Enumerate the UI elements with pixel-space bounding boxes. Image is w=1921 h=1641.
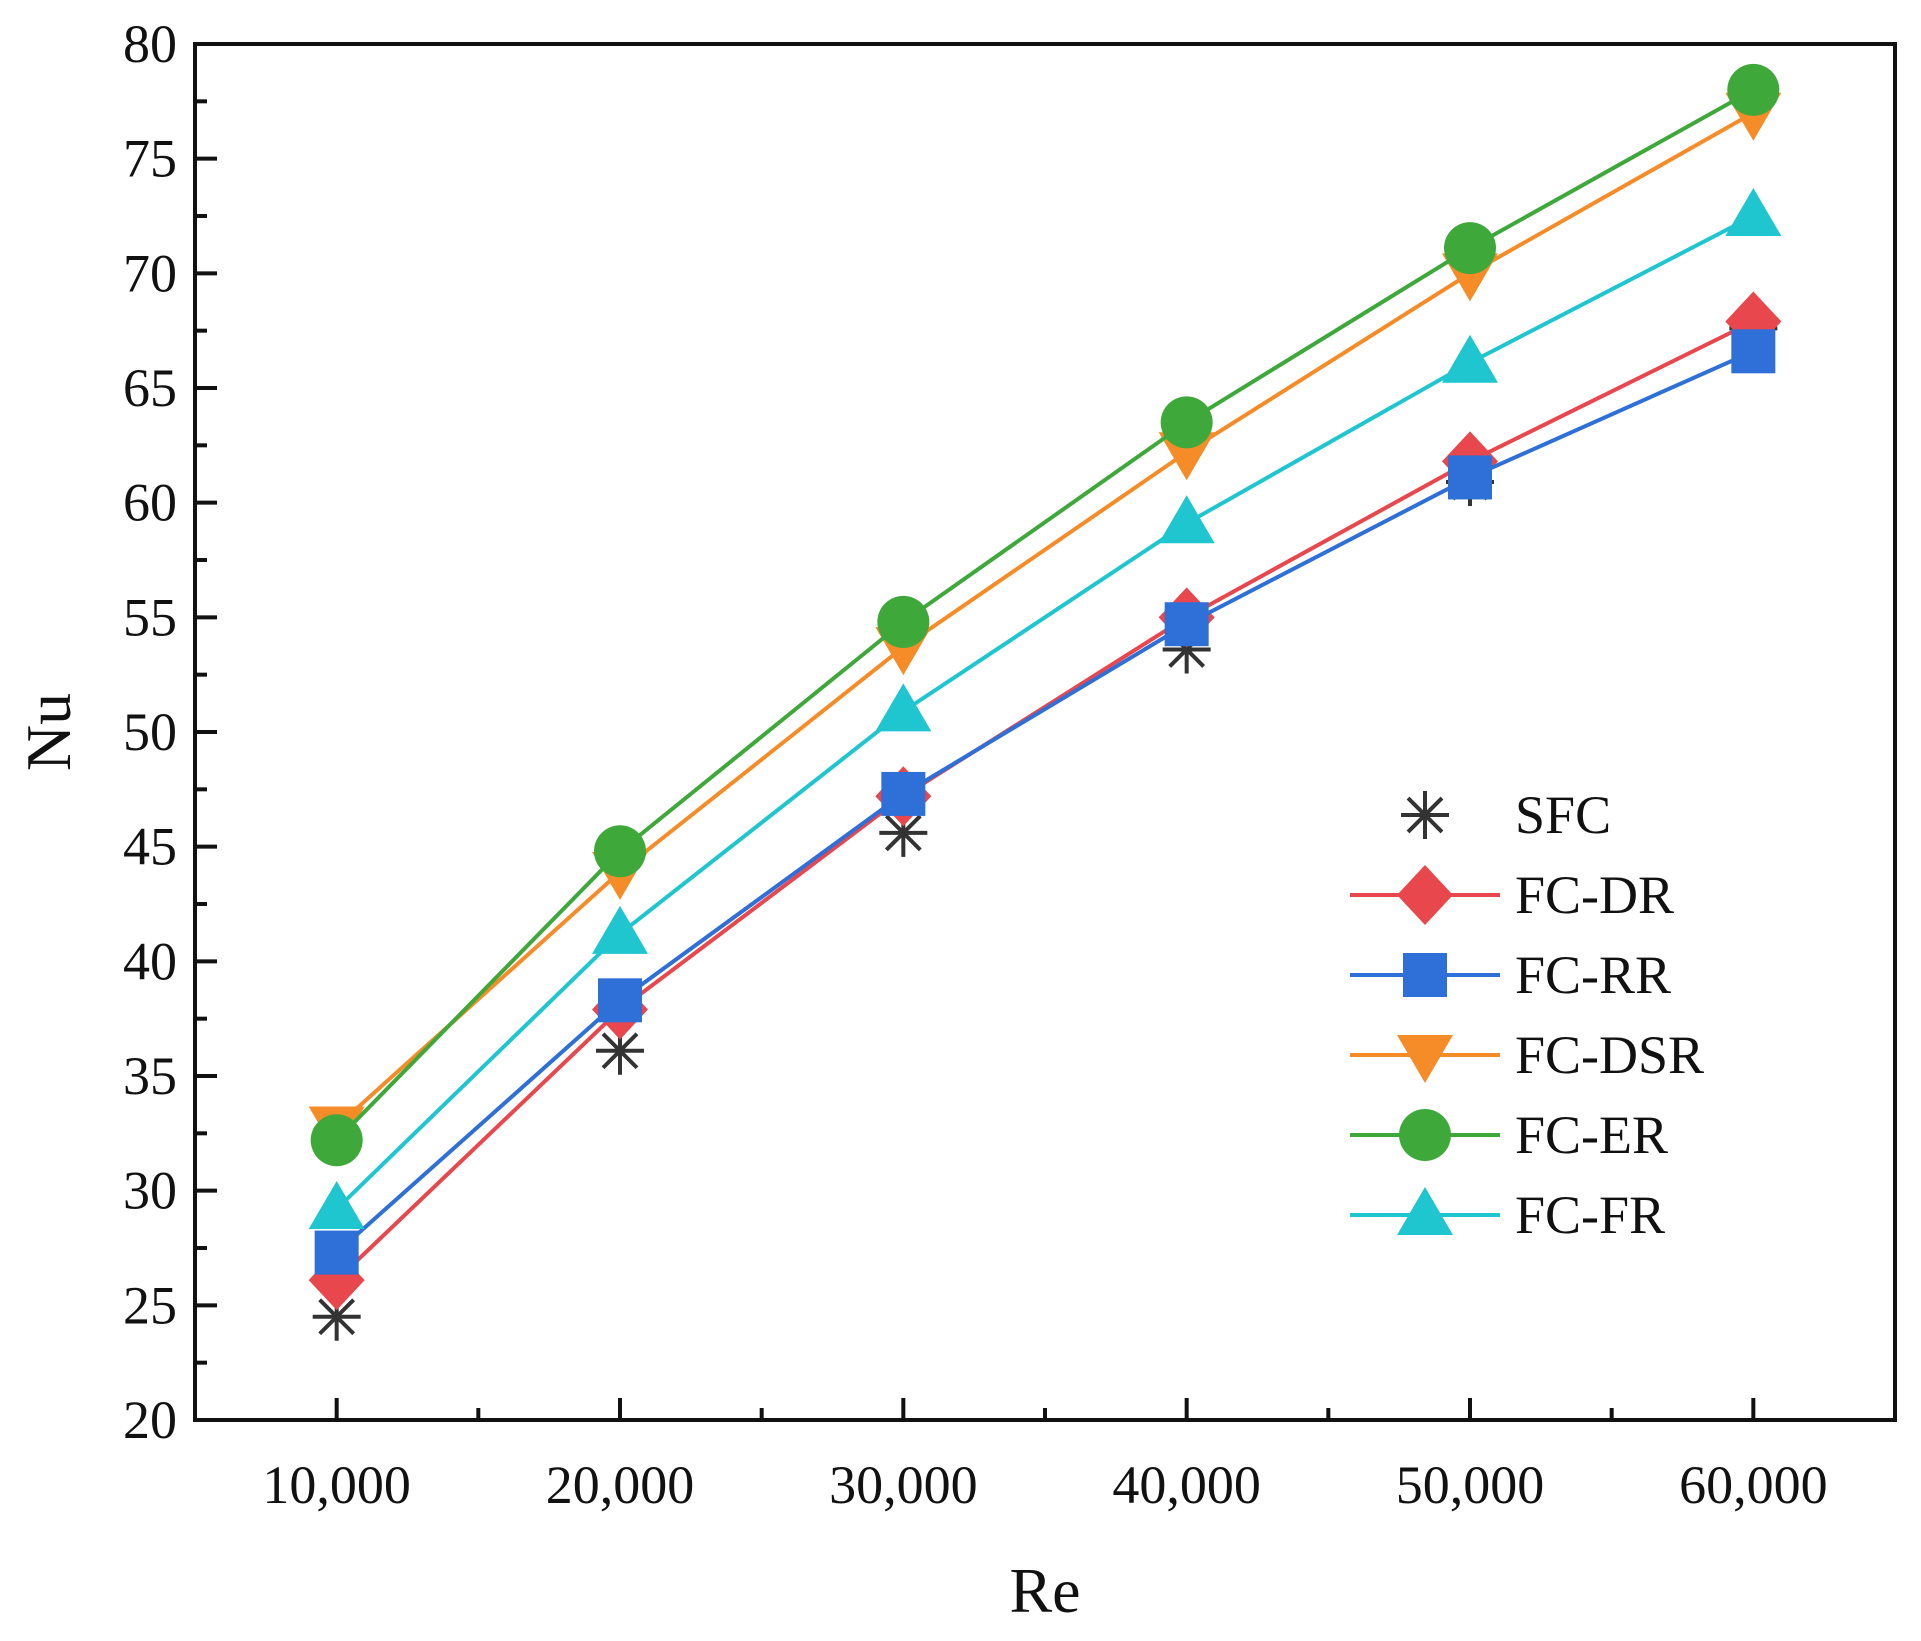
x-tick-label: 20,000	[546, 1455, 695, 1515]
data-point	[875, 683, 932, 732]
legend-marker	[1397, 1035, 1453, 1083]
data-point	[1164, 602, 1209, 647]
x-tick-label: 30,000	[829, 1455, 978, 1515]
y-tick-label: 70	[123, 243, 177, 303]
tick-layer: 20 25 30 35 40 45 50 55 60 65 70 75 80 10,000 20,000 30…	[123, 14, 1897, 1515]
series-layer	[308, 63, 1782, 1341]
y-tick-label: 55	[123, 587, 177, 647]
y-tick-label: 50	[123, 702, 177, 762]
legend-label: FC-DSR	[1515, 1025, 1704, 1085]
data-point	[881, 771, 926, 816]
y-tick-label: 65	[123, 358, 177, 418]
legend-label: FC-ER	[1515, 1105, 1668, 1165]
y-tick-label: 40	[123, 931, 177, 991]
y-tick-label: 80	[123, 14, 177, 74]
legend-marker	[1401, 791, 1449, 839]
y-axis-title: Nu	[13, 693, 84, 771]
asterisk-stroke	[318, 1298, 356, 1336]
series-line	[335, 349, 1755, 1255]
series-line	[335, 88, 1755, 1142]
x-tick-label: 10,000	[262, 1455, 411, 1515]
x-tick-label: 50,000	[1396, 1455, 1545, 1515]
legend-item: FC-ER	[1350, 1105, 1668, 1165]
legend-label: FC-DR	[1515, 865, 1674, 925]
asterisk-stroke	[601, 1032, 639, 1070]
y-tick-label: 35	[123, 1046, 177, 1106]
legend-item: FC-RR	[1350, 945, 1671, 1005]
series-fc-fr	[308, 188, 1782, 1230]
legend-item: SFC	[1401, 785, 1611, 845]
y-tick-label: 25	[123, 1275, 177, 1335]
legend-item: FC-FR	[1350, 1185, 1665, 1245]
legend-marker	[1399, 1109, 1451, 1161]
y-tick-label: 60	[123, 473, 177, 533]
data-point	[1160, 396, 1213, 449]
legend-label: FC-RR	[1515, 945, 1671, 1005]
y-tick-label: 45	[123, 817, 177, 877]
data-point	[310, 1114, 363, 1167]
data-point	[1442, 334, 1498, 383]
data-point	[598, 978, 642, 1023]
series-line	[335, 214, 1755, 1211]
legend-label: SFC	[1515, 785, 1611, 845]
series-line	[335, 111, 1755, 1128]
data-point	[877, 595, 930, 648]
y-tick-label: 75	[123, 129, 177, 189]
data-point	[1725, 188, 1782, 236]
data-point	[1448, 455, 1492, 500]
legend: SFC FC-DR FC-RR FC-DSR FC-ER FC-FR	[1350, 785, 1704, 1245]
data-point	[312, 1292, 361, 1341]
asterisk-stroke	[884, 814, 922, 852]
data-point	[314, 1230, 359, 1275]
series-fc-rr	[314, 329, 1776, 1275]
legend-marker	[1397, 865, 1453, 925]
series-fc-er	[310, 63, 1780, 1167]
legend-label: FC-FR	[1515, 1185, 1665, 1245]
data-point	[308, 1181, 365, 1230]
legend-marker	[1397, 1187, 1453, 1235]
legend-item: FC-DR	[1350, 865, 1674, 925]
y-tick-label: 20	[123, 1390, 177, 1450]
y-tick-label: 30	[123, 1161, 177, 1221]
x-tick-label: 60,000	[1679, 1455, 1828, 1515]
asterisk-stroke	[1406, 796, 1444, 834]
data-point	[1731, 329, 1776, 374]
data-point	[1158, 495, 1215, 544]
x-tick-label: 40,000	[1112, 1455, 1261, 1515]
data-point	[1727, 63, 1780, 116]
data-point	[594, 825, 646, 878]
data-point	[592, 905, 648, 954]
legend-marker	[1403, 953, 1447, 997]
data-point	[1444, 222, 1496, 275]
x-axis-title: Re	[1009, 1555, 1080, 1626]
legend-item: FC-DSR	[1350, 1025, 1704, 1085]
